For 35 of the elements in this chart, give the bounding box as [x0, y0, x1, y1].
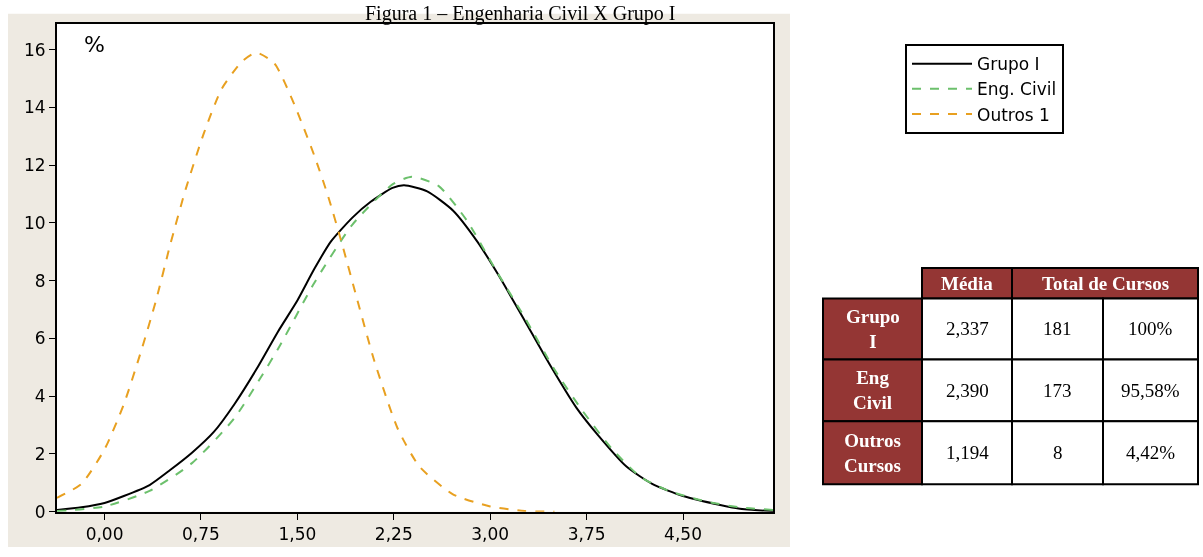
y-tick-label: 4 — [34, 386, 46, 407]
legend-label: Outros 1 — [977, 104, 1050, 125]
text: Grupo I — [846, 306, 900, 352]
x-tick-label: 3,00 — [471, 524, 510, 545]
text: 2,337 — [946, 318, 989, 339]
text: 1,194 — [946, 442, 990, 463]
x-tick-label: 0,75 — [182, 524, 220, 545]
text: 181 — [1043, 318, 1072, 339]
x-tick-label: 4,50 — [664, 524, 702, 545]
text: Outros Cursos — [844, 430, 902, 476]
x-tick-label: 2,25 — [374, 524, 413, 545]
text: 8 — [1053, 442, 1063, 463]
y-axis-title: % — [84, 32, 105, 57]
text: 173 — [1043, 380, 1072, 401]
text: Total de Cursos — [1042, 273, 1170, 294]
x-tick-label: 0,00 — [85, 524, 124, 545]
legend-label: Grupo I — [977, 54, 1040, 75]
y-tick-label: 6 — [34, 328, 46, 349]
y-tick-label: 16 — [23, 39, 46, 60]
chart-title: Figura 1 – Engenharia Civil X Grupo I — [365, 2, 676, 25]
text: 2,390 — [946, 380, 989, 401]
y-tick-label: 2 — [34, 443, 46, 464]
text: 100% — [1128, 318, 1173, 339]
x-tick-label: 3,75 — [567, 524, 606, 545]
text: 4,42% — [1126, 442, 1176, 463]
y-tick-label: 12 — [23, 155, 46, 176]
y-tick-label: 14 — [23, 97, 46, 118]
y-tick-label: 10 — [23, 212, 46, 233]
text: 95,58% — [1121, 380, 1180, 401]
legend-label: Eng. Civil — [977, 79, 1057, 100]
text: Média — [941, 273, 994, 294]
x-tick-label: 1,50 — [278, 524, 317, 545]
text: Eng Civil — [853, 367, 893, 413]
y-tick-label: 8 — [34, 270, 46, 291]
y-tick-label: 0 — [34, 501, 46, 522]
